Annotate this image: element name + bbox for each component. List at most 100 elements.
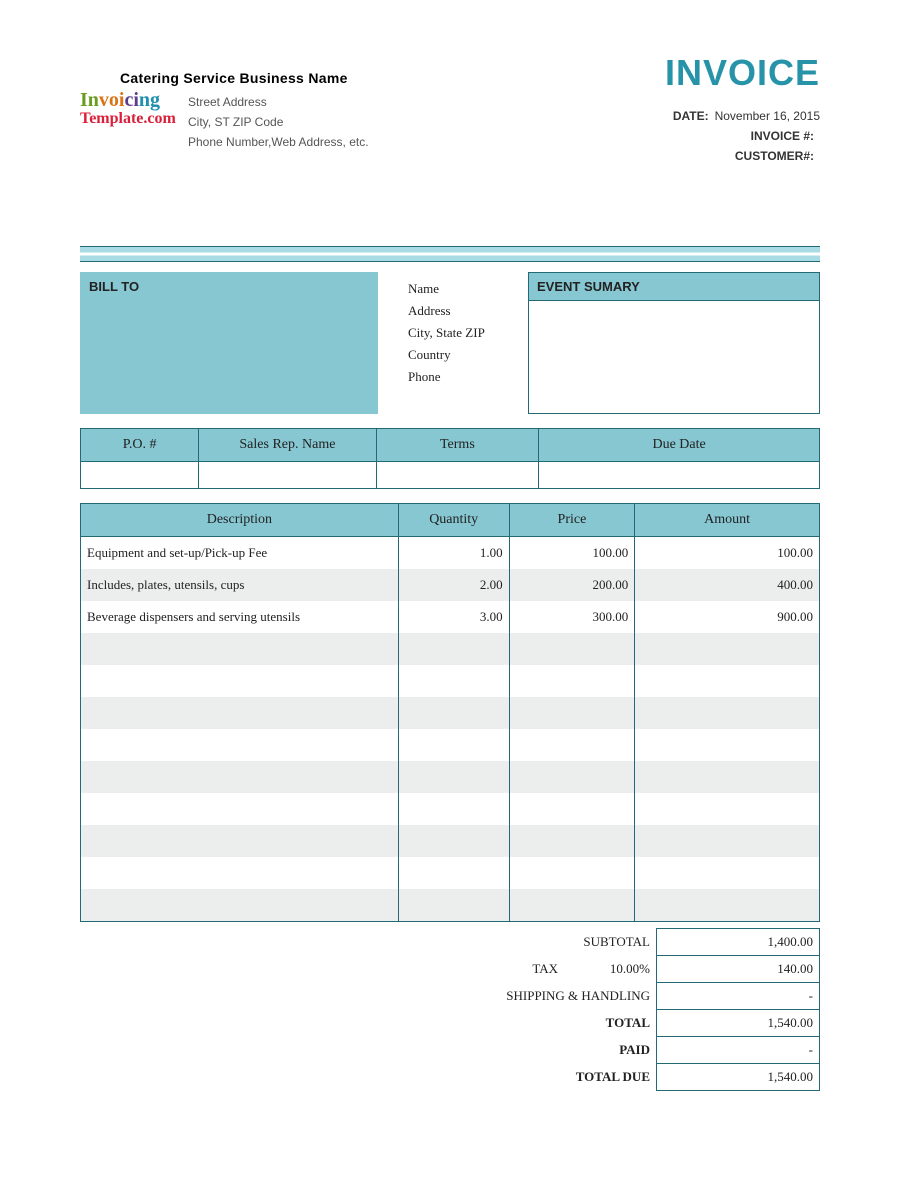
item-cell-desc xyxy=(81,665,399,697)
item-cell-desc xyxy=(81,633,399,665)
date-value: November 16, 2015 xyxy=(715,106,820,126)
logo-line2: Template.com xyxy=(80,110,180,128)
item-cell-price xyxy=(509,761,635,793)
item-cell-qty xyxy=(398,729,509,761)
table-row xyxy=(81,697,820,729)
item-cell-desc xyxy=(81,761,399,793)
billto-event-row: BILL TO Name Address City, State ZIP Cou… xyxy=(80,272,820,414)
po-cell xyxy=(539,462,820,489)
item-cell-amt xyxy=(635,697,820,729)
table-row: Beverage dispensers and serving utensils… xyxy=(81,601,820,633)
shipping-value: - xyxy=(657,983,820,1010)
item-cell-price xyxy=(509,633,635,665)
total-label: TOTAL xyxy=(487,1010,657,1037)
po-header: Sales Rep. Name xyxy=(199,429,376,462)
item-cell-price xyxy=(509,889,635,922)
subtotal-label: SUBTOTAL xyxy=(487,929,657,956)
item-cell-amt xyxy=(635,793,820,825)
table-row xyxy=(81,665,820,697)
company-address: Street Address City, ST ZIP Code Phone N… xyxy=(188,92,369,152)
item-cell-desc xyxy=(81,793,399,825)
invoice-page: Catering Service Business Name Invoicing… xyxy=(0,0,900,1200)
items-header: Description xyxy=(81,504,399,537)
address-line: City, ST ZIP Code xyxy=(188,112,369,132)
address-line: Street Address xyxy=(188,92,369,112)
item-cell-desc: Equipment and set-up/Pick-up Fee xyxy=(81,537,399,570)
cust-label: Address xyxy=(408,300,528,322)
item-cell-price xyxy=(509,825,635,857)
item-cell-amt xyxy=(635,825,820,857)
item-cell-amt xyxy=(635,889,820,922)
billto-heading: BILL TO xyxy=(80,272,378,414)
event-heading: EVENT SUMARY xyxy=(528,272,820,300)
logo: Invoicing Template.com xyxy=(80,90,188,128)
item-cell-amt xyxy=(635,761,820,793)
item-cell-amt xyxy=(635,857,820,889)
item-cell-price xyxy=(509,793,635,825)
due-label: TOTAL DUE xyxy=(487,1064,657,1091)
table-row xyxy=(81,825,820,857)
due-value: 1,540.00 xyxy=(657,1064,820,1091)
po-header: Terms xyxy=(376,429,539,462)
table-row: Includes, plates, utensils, cups2.00200.… xyxy=(81,569,820,601)
invoice-meta: DATE: November 16, 2015 INVOICE #: CUSTOM… xyxy=(673,106,820,166)
po-cell xyxy=(199,462,376,489)
item-cell-desc xyxy=(81,729,399,761)
item-cell-qty: 1.00 xyxy=(398,537,509,570)
table-row xyxy=(81,633,820,665)
item-cell-amt xyxy=(635,633,820,665)
po-table: P.O. # Sales Rep. Name Terms Due Date xyxy=(80,428,820,489)
item-cell-qty xyxy=(398,825,509,857)
customer-labels: Name Address City, State ZIP Country Pho… xyxy=(408,272,528,414)
item-cell-price xyxy=(509,697,635,729)
item-cell-price xyxy=(509,729,635,761)
tax-pct: 10.00% xyxy=(564,956,657,983)
po-cell xyxy=(376,462,539,489)
item-cell-price: 100.00 xyxy=(509,537,635,570)
invoice-no-label: INVOICE #: xyxy=(751,126,814,146)
item-cell-price xyxy=(509,665,635,697)
table-row xyxy=(81,857,820,889)
item-cell-qty xyxy=(398,697,509,729)
item-cell-amt: 400.00 xyxy=(635,569,820,601)
item-cell-desc xyxy=(81,825,399,857)
item-cell-desc xyxy=(81,889,399,922)
address-line: Phone Number,Web Address, etc. xyxy=(188,132,369,152)
item-cell-amt xyxy=(635,665,820,697)
customer-no-label: CUSTOMER#: xyxy=(735,146,814,166)
item-cell-amt: 100.00 xyxy=(635,537,820,570)
date-label: DATE: xyxy=(673,106,709,126)
table-row xyxy=(81,729,820,761)
item-cell-price: 300.00 xyxy=(509,601,635,633)
items-header: Price xyxy=(509,504,635,537)
item-cell-qty: 3.00 xyxy=(398,601,509,633)
header-divider xyxy=(80,246,820,262)
item-cell-qty xyxy=(398,889,509,922)
table-row xyxy=(81,889,820,922)
totals-table: SUBTOTAL1,400.00 TAX10.00%140.00 SHIPPIN… xyxy=(80,928,820,1091)
cust-label: Phone xyxy=(408,366,528,388)
item-cell-qty xyxy=(398,665,509,697)
item-cell-amt xyxy=(635,729,820,761)
item-cell-price: 200.00 xyxy=(509,569,635,601)
paid-label: PAID xyxy=(487,1037,657,1064)
table-row xyxy=(81,793,820,825)
table-row xyxy=(81,761,820,793)
header: Catering Service Business Name Invoicing… xyxy=(80,70,820,240)
item-cell-qty xyxy=(398,761,509,793)
cust-label: Country xyxy=(408,344,528,366)
invoice-title: INVOICE xyxy=(665,52,820,94)
item-cell-desc: Beverage dispensers and serving utensils xyxy=(81,601,399,633)
subtotal-value: 1,400.00 xyxy=(657,929,820,956)
item-cell-desc xyxy=(81,697,399,729)
item-cell-qty xyxy=(398,857,509,889)
cust-label: Name xyxy=(408,278,528,300)
items-table: Description Quantity Price Amount Equipm… xyxy=(80,503,820,922)
item-cell-qty xyxy=(398,793,509,825)
item-cell-qty xyxy=(398,633,509,665)
items-header: Amount xyxy=(635,504,820,537)
item-cell-desc: Includes, plates, utensils, cups xyxy=(81,569,399,601)
cust-label: City, State ZIP xyxy=(408,322,528,344)
item-cell-price xyxy=(509,857,635,889)
po-header: Due Date xyxy=(539,429,820,462)
